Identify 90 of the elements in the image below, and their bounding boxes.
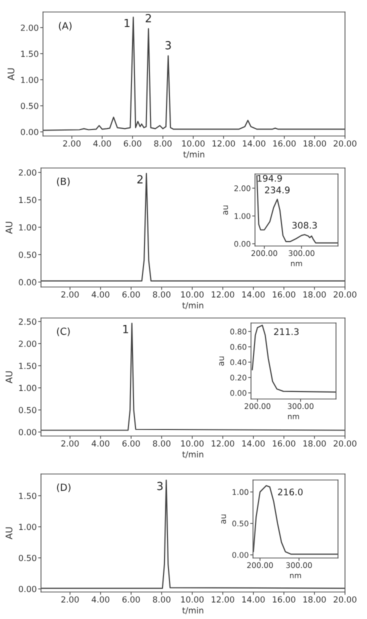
x-tick-label: 14.00: [242, 291, 265, 298]
annotation: 2: [137, 175, 143, 184]
x-tick-label: 12.00: [212, 140, 235, 147]
x-tick-label: 6.00: [122, 291, 140, 298]
x-axis-title: t/min: [182, 302, 204, 310]
annotation: 3: [166, 41, 171, 50]
x-tick-label: 8.00: [152, 291, 170, 298]
y-axis-title: AU: [6, 222, 12, 234]
annotation: (C): [57, 327, 70, 336]
annotation: 216.0: [278, 488, 303, 496]
y-tick-label: 0.00: [18, 279, 36, 286]
line-series: [41, 322, 345, 431]
x-tick-label: 4.00: [92, 596, 110, 603]
x-tick-label: 16.00: [272, 440, 296, 447]
y-tick-label: 1.50: [19, 196, 36, 204]
x-tick-label: 18.00: [303, 596, 326, 603]
x-tick-label: 6.00: [122, 596, 140, 603]
y-tick-label: 0.00: [20, 128, 38, 136]
x-tick-label: 4.00: [93, 140, 111, 147]
y-axis-title: AU: [6, 527, 12, 540]
y-tick-label: 0.50: [18, 252, 36, 258]
x-tick-label: 18.00: [303, 291, 326, 298]
x-tick-label: 4.00: [92, 440, 110, 447]
y-tick-label: 2.50: [18, 318, 36, 325]
y-tick-label: 2.00: [18, 169, 36, 176]
annotation: (B): [57, 178, 70, 186]
y-tick-label: 1.50: [19, 362, 36, 370]
y-axis-title: AU: [6, 371, 12, 384]
y-tick-label: 0.00: [18, 429, 36, 436]
x-tick-label: 6.00: [124, 140, 142, 147]
x-tick-label: 2.00: [63, 140, 81, 147]
y-tick-label: 1.00: [19, 224, 36, 231]
y-tick-label: 1.00: [19, 384, 36, 392]
x-tick-label: 18.00: [304, 140, 326, 147]
y-tick-label: 2.00: [18, 340, 36, 347]
x-tick-label: 14.00: [242, 140, 266, 147]
x-tick-label: 16.00: [273, 140, 296, 147]
x-axis-title: t/min: [182, 451, 204, 458]
x-tick-label: 14.00: [242, 596, 265, 603]
y-tick-label: 0.00: [18, 586, 36, 592]
x-tick-label: 2.00: [61, 440, 79, 447]
x-tick-label: 20.00: [334, 440, 356, 447]
x-tick-label: 14.00: [242, 440, 265, 447]
y-tick-label: 0.50: [18, 554, 36, 562]
annotation: (D): [57, 483, 70, 492]
annotation: 194.9: [258, 174, 282, 182]
x-tick-label: 12.00: [212, 291, 234, 298]
y-axis-title: au: [221, 514, 226, 524]
x-tick-label: 2.00: [61, 291, 79, 298]
x-axis-title: t/min: [182, 607, 204, 614]
y-tick-label: 1.00: [21, 76, 38, 84]
annotation: 2: [146, 14, 151, 22]
x-tick-label: 10.00: [181, 596, 204, 603]
x-tick-label: 2.00: [61, 596, 79, 603]
x-tick-label: 4.00: [92, 291, 110, 298]
annotation: 3: [157, 482, 163, 490]
y-axis-title: au: [219, 356, 224, 366]
y-tick-label: 2.00: [20, 24, 38, 31]
x-tick-label: 20.00: [334, 291, 356, 298]
x-tick-label: 8.00: [154, 140, 172, 147]
line-series: [253, 485, 338, 555]
x-tick-label: 20.00: [334, 596, 356, 603]
x-tick-label: 10.00: [181, 440, 204, 447]
annotation: 308.3: [292, 222, 317, 229]
x-axis-title: t/min: [183, 151, 204, 158]
annotation: 1: [123, 325, 128, 334]
x-tick-label: 10.00: [181, 291, 204, 298]
x-tick-label: 12.00: [212, 440, 234, 447]
annotation: (A): [58, 22, 72, 31]
x-tick-label: 18.00: [303, 440, 326, 447]
x-tick-label: 16.00: [272, 291, 296, 298]
y-axis-title: AU: [8, 68, 14, 80]
x-tick-label: 8.00: [152, 596, 170, 603]
y-tick-label: 1.50: [19, 492, 36, 500]
x-tick-label: 20.00: [334, 140, 356, 147]
x-tick-label: 10.00: [182, 140, 205, 147]
line-series: [41, 480, 345, 589]
annotation: 211.3: [274, 328, 299, 336]
y-tick-label: 0.50: [18, 406, 36, 414]
x-tick-label: 6.00: [122, 440, 140, 447]
y-axis-title: au: [223, 206, 228, 215]
annotation: 234.9: [265, 186, 290, 194]
x-tick-label: 8.00: [152, 440, 170, 447]
annotation: 1: [124, 18, 130, 28]
x-tick-label: 16.00: [272, 596, 296, 603]
y-tick-label: 0.50: [20, 102, 38, 110]
line-series: [256, 175, 338, 244]
y-tick-label: 1.50: [21, 50, 38, 57]
x-tick-label: 12.00: [212, 596, 234, 603]
y-tick-label: 1.00: [19, 524, 36, 530]
